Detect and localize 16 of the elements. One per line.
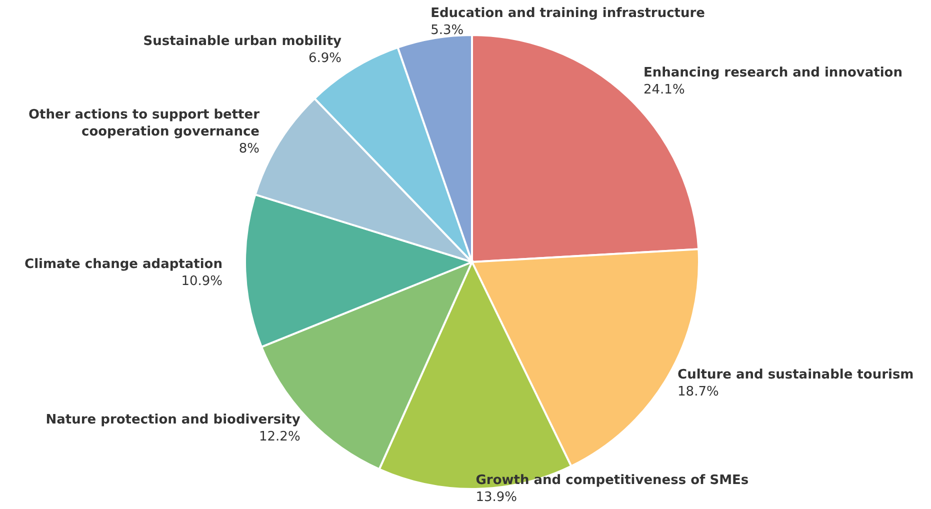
slice-label: Growth and competitiveness of SMEs — [476, 473, 749, 488]
slice-label: Culture and sustainable tourism — [678, 368, 914, 383]
data-label: 13.9% — [476, 490, 518, 505]
slice-label: Enhancing research and innovation — [644, 66, 902, 81]
slice-label: Sustainable urban mobility — [143, 34, 342, 50]
slice-label: Climate change adaptation — [24, 257, 223, 272]
slice-label: Nature protection and biodiversity — [46, 412, 301, 428]
data-label: 10.9% — [181, 274, 223, 290]
slice-label: Education and training infrastructure — [430, 6, 706, 21]
slice-label: Other actions to support better cooperation governance — [28, 107, 260, 140]
data-label: 18.7% — [678, 384, 719, 400]
data-label: 24.1% — [644, 82, 685, 98]
data-label: 6.9% — [308, 51, 342, 66]
data-label: 8% — [238, 141, 260, 156]
data-label: 12.2% — [259, 429, 300, 444]
data-label: 5.3% — [430, 23, 464, 38]
